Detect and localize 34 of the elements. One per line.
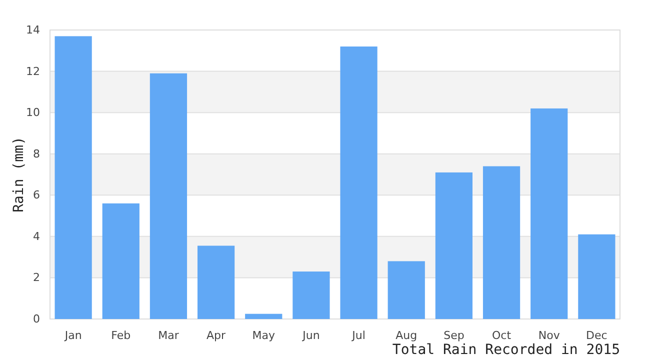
y-axis-title: Rain (mm): [11, 136, 27, 212]
y-tick-label: 4: [33, 230, 40, 243]
bar: [530, 108, 568, 319]
x-tick-label: Jun: [302, 328, 320, 342]
x-tick-label: Jan: [64, 328, 82, 342]
bar: [150, 73, 188, 319]
y-tick-label: 12: [26, 64, 40, 78]
bar: [340, 46, 378, 319]
bar: [482, 166, 520, 319]
y-tick-label: 10: [26, 106, 40, 120]
bar: [578, 234, 616, 319]
x-tick-label: Apr: [206, 328, 226, 342]
y-tick-label: 2: [33, 271, 40, 284]
x-tick-label: Aug: [396, 328, 418, 342]
x-tick-label: Sep: [444, 328, 464, 342]
x-tick-label: Dec: [586, 328, 608, 342]
y-tick-label: 0: [33, 312, 40, 326]
bar: [245, 314, 282, 319]
y-tick-label: 8: [33, 147, 40, 160]
bar: [197, 246, 235, 319]
y-tick-label: 6: [33, 188, 40, 202]
bar: [388, 261, 425, 319]
bar: [435, 172, 473, 319]
x-tick-label: Jul: [351, 328, 366, 342]
bar: [54, 36, 92, 319]
x-tick-label: Mar: [158, 328, 180, 342]
bar: [102, 203, 140, 319]
x-axis-title: Total Rain Recorded in 2015: [392, 342, 620, 358]
y-tick-label: 14: [26, 24, 40, 37]
x-tick-label: Feb: [111, 328, 131, 342]
x-tick-label: May: [252, 328, 276, 342]
x-tick-label: Nov: [538, 328, 560, 342]
bar: [292, 272, 330, 319]
x-tick-label: Oct: [492, 328, 512, 342]
